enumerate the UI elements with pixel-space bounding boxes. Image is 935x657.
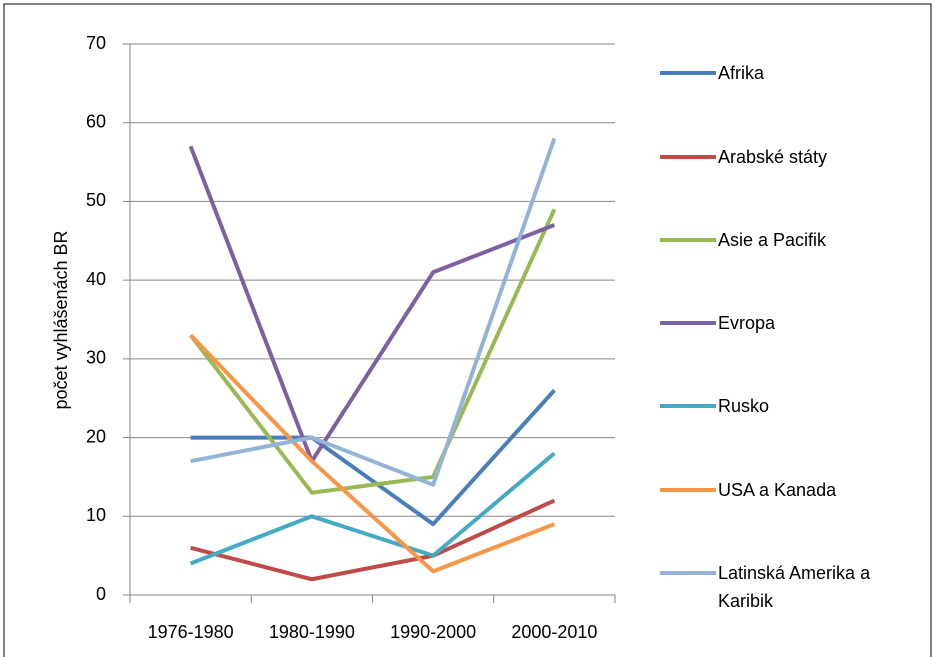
y-tick-label: 0 xyxy=(96,584,106,604)
y-tick-label: 10 xyxy=(86,505,106,525)
series-line xyxy=(190,498,556,582)
legend-label: Afrika xyxy=(718,63,765,83)
series-line xyxy=(188,145,556,464)
series-line xyxy=(189,451,556,566)
y-tick-label: 20 xyxy=(86,426,106,446)
x-tick-label: 1976-1980 xyxy=(148,622,234,642)
chart-border xyxy=(3,3,932,657)
legend-label: Latinská Amerika a Karibik xyxy=(718,563,871,611)
x-tick-label: 1990-2000 xyxy=(390,622,476,642)
y-tick-label: 50 xyxy=(86,190,106,210)
series-line xyxy=(190,389,556,527)
legend-label: Evropa xyxy=(718,313,776,333)
y-axis-label: počet vyhlášenách BR xyxy=(51,230,71,409)
y-tick-label: 40 xyxy=(86,269,106,289)
x-tick-label: 2000-2010 xyxy=(511,622,597,642)
series-line xyxy=(190,137,557,487)
legend-label: Asie a Pacifik xyxy=(718,230,827,250)
y-tick-label: 60 xyxy=(86,111,106,131)
legend-label: USA a Kanada xyxy=(718,480,837,500)
legend-label: Rusko xyxy=(718,396,770,416)
series-line xyxy=(189,208,557,495)
y-tick-label: 70 xyxy=(86,33,106,53)
legend-label: Arabské státy xyxy=(718,147,828,167)
y-tick-label: 30 xyxy=(86,348,106,368)
x-tick-label: 1980-1990 xyxy=(269,622,355,642)
series-line xyxy=(189,333,556,574)
